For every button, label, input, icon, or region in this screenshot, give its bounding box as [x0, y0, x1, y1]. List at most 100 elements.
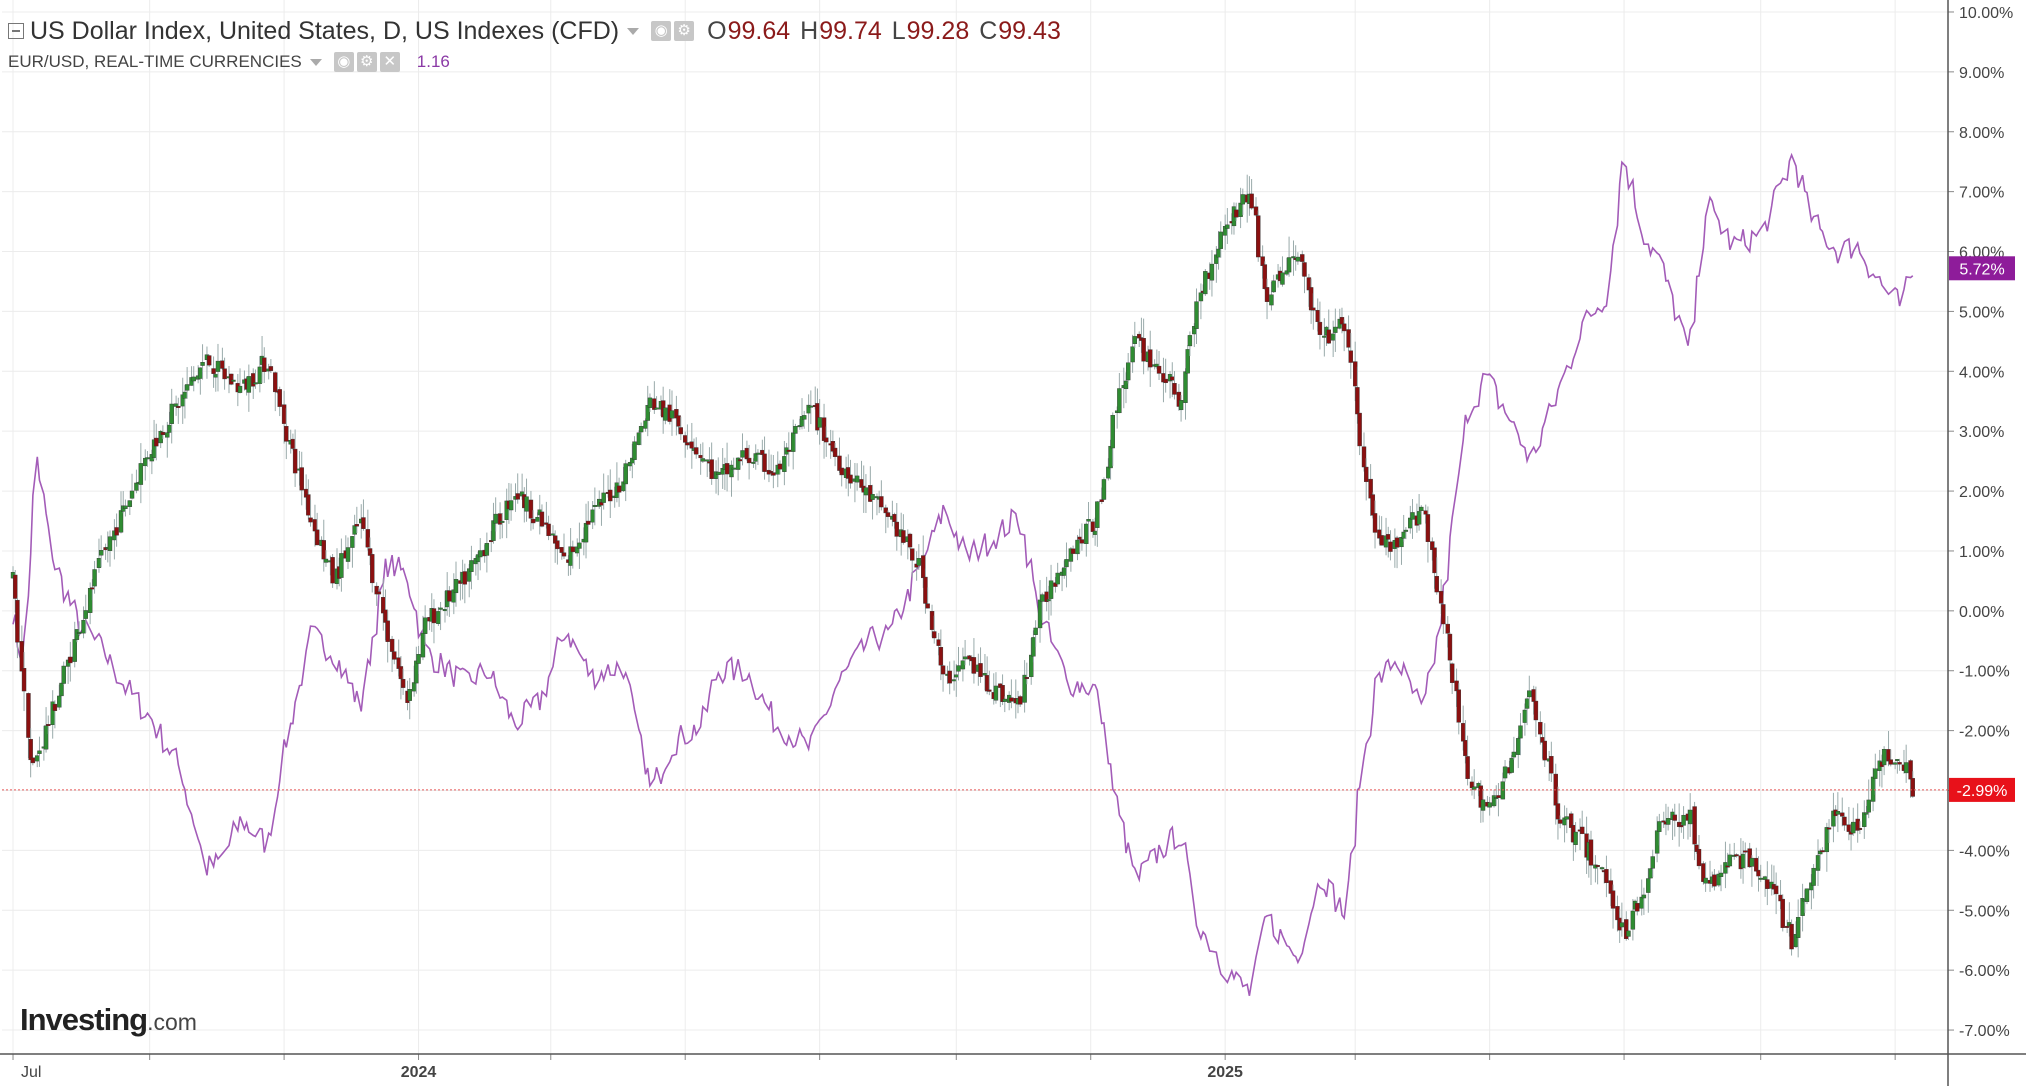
candle-body — [1037, 599, 1043, 629]
dxy-candle — [176, 397, 181, 424]
candle-body — [663, 407, 668, 421]
candle-body — [1216, 248, 1221, 258]
candle-body — [1315, 309, 1320, 323]
dxy-candle — [907, 532, 913, 550]
candle-body — [30, 757, 36, 764]
dxy-candles-layer — [10, 174, 1915, 958]
candle-body — [1425, 514, 1431, 542]
dxy-candle — [345, 537, 351, 569]
settings-icon[interactable]: ⚙ — [356, 52, 377, 72]
visibility-icon[interactable]: ◉ — [333, 52, 354, 72]
candle-body — [729, 464, 734, 478]
dxy-candle — [98, 535, 104, 568]
candle-body — [1322, 335, 1327, 338]
dxy-candle — [1249, 179, 1254, 210]
dxy-candle — [1635, 896, 1640, 916]
dxy-candle — [1346, 315, 1351, 352]
candle-body — [1762, 876, 1768, 880]
candle-body — [292, 448, 298, 474]
caret-down-icon[interactable] — [627, 27, 640, 35]
dxy-candle — [740, 433, 745, 466]
dxy-candle — [299, 451, 304, 506]
dxy-candle — [1264, 278, 1270, 320]
candle-body — [925, 603, 930, 609]
candle-body — [738, 459, 743, 462]
compare-series-legend[interactable]: EUR/USD, REAL-TIME CURRENCIES ◉ ⚙ ✕ 1.16 — [8, 50, 450, 74]
candle-body — [1256, 215, 1261, 258]
dxy-candle — [678, 416, 683, 441]
dxy-candle — [1183, 368, 1188, 420]
candle-body — [1542, 740, 1547, 761]
dxy-candle — [1024, 662, 1030, 685]
dxy-candle — [330, 554, 335, 588]
candle-body — [910, 548, 915, 561]
dxy-candle — [180, 377, 185, 424]
dxy-candle — [1881, 746, 1887, 776]
candle-body — [1095, 501, 1100, 528]
dxy-candle — [515, 473, 520, 504]
dxy-candle — [753, 444, 758, 470]
dxy-candle — [561, 533, 567, 559]
dxy-candle — [1824, 822, 1830, 872]
dxy-candle — [938, 629, 944, 681]
candle-body — [1749, 857, 1755, 867]
candle-body — [59, 682, 64, 697]
dxy-candle — [1401, 514, 1406, 542]
dxy-candle — [103, 543, 108, 560]
candle-body — [1372, 513, 1378, 533]
settings-icon[interactable]: ⚙ — [674, 21, 695, 41]
candle-body — [932, 631, 937, 639]
dxy-candle — [1253, 197, 1259, 217]
candle-body — [1549, 756, 1554, 774]
candle-body — [1842, 816, 1847, 826]
dxy-candle — [1866, 779, 1871, 819]
candle-body — [1355, 387, 1360, 415]
dxy-candle — [422, 605, 428, 645]
candle-body — [198, 367, 203, 379]
candle-body — [1068, 548, 1074, 562]
candle-body — [1000, 685, 1005, 702]
candle-body — [1062, 567, 1067, 576]
visibility-icon[interactable]: ◉ — [651, 21, 672, 41]
candle-body — [1650, 856, 1655, 869]
eurusd-last-label-bg — [1949, 256, 2015, 281]
dxy-candle — [1855, 803, 1860, 843]
dxy-candle — [1527, 675, 1532, 706]
collapse-icon[interactable] — [8, 23, 24, 39]
dxy-candle — [806, 394, 811, 432]
dxy-candle — [1873, 753, 1878, 795]
candle-body — [694, 447, 699, 455]
dxy-candle — [608, 469, 613, 519]
candle-body — [940, 665, 946, 675]
dxy-candle — [1388, 530, 1393, 561]
candle-body — [246, 376, 252, 393]
candle-body — [1156, 365, 1162, 374]
dxy-candle — [1555, 786, 1561, 840]
dxy-candle — [614, 462, 620, 503]
candle-body — [1449, 663, 1455, 683]
candle-body — [222, 368, 227, 380]
close-icon[interactable]: ✕ — [379, 52, 400, 72]
caret-down-icon[interactable] — [309, 58, 322, 66]
dxy-candle — [1908, 759, 1913, 798]
dxy-candle — [669, 390, 675, 436]
candle-body — [19, 641, 25, 672]
candle-body — [1516, 738, 1521, 755]
candle-body — [231, 379, 236, 382]
dxy-candle — [1897, 758, 1902, 771]
candle-body — [98, 550, 104, 556]
dxy-candle — [222, 357, 227, 390]
dxy-candle — [539, 504, 545, 528]
candle-body — [90, 587, 95, 590]
candle-body — [508, 500, 514, 511]
candle-body — [1048, 580, 1054, 599]
candle-body — [616, 485, 622, 493]
dxy-candle — [1240, 188, 1245, 215]
candle-body — [1264, 287, 1270, 302]
dxy-candle — [863, 474, 869, 514]
dxy-candle — [932, 615, 937, 644]
dxy-candle — [92, 560, 97, 594]
main-series-legend[interactable]: US Dollar Index, United States, D, US In… — [8, 12, 1061, 50]
